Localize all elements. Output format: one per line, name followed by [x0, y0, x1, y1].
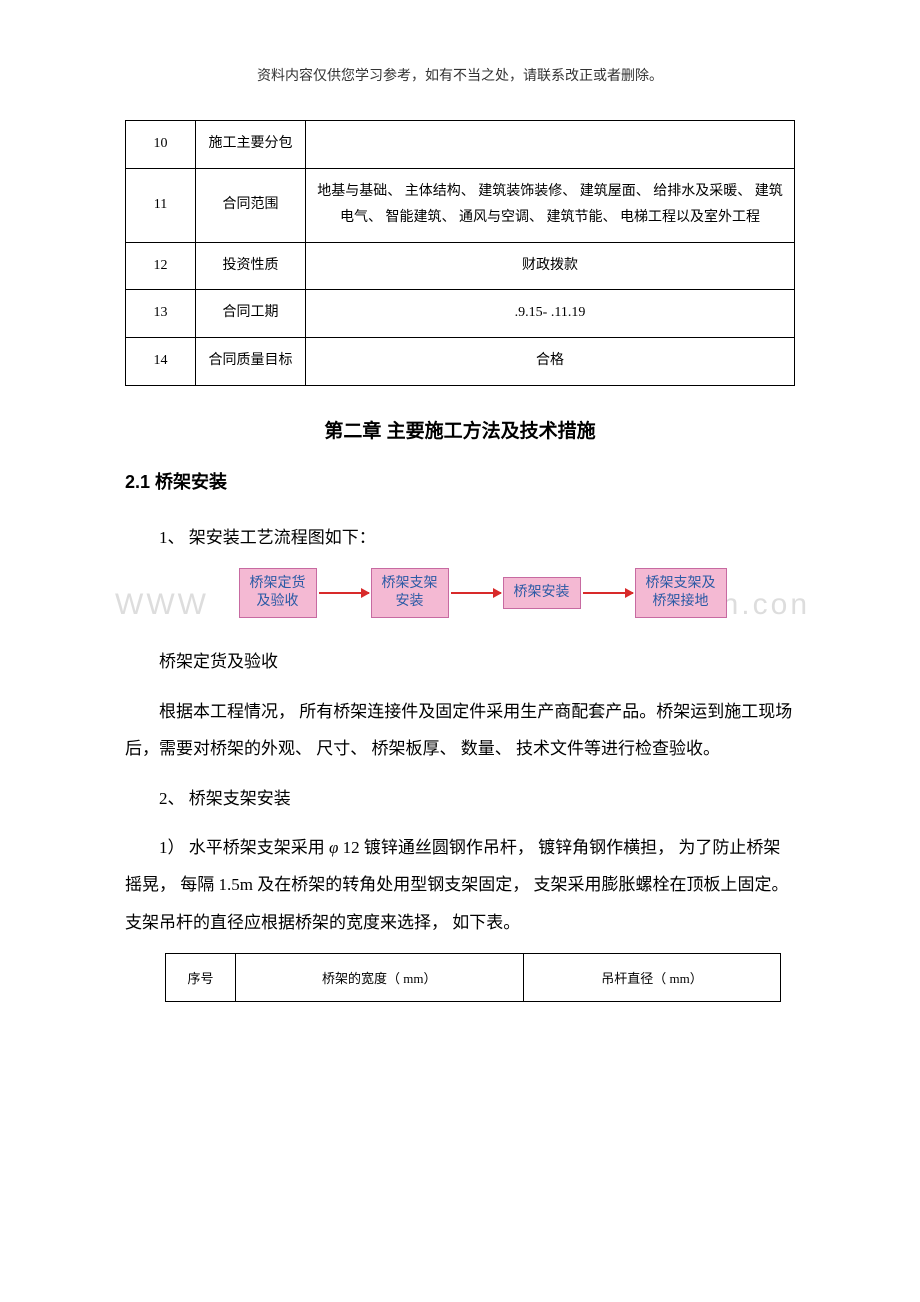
- table-row: 10 施工主要分包: [126, 121, 795, 169]
- cell-label: 合同范围: [196, 168, 306, 242]
- header-note: 资料内容仅供您学习参考，如有不当之处，请联系改正或者删除。: [125, 65, 795, 85]
- cell-number: 14: [126, 337, 196, 385]
- info-table: 10 施工主要分包 11 合同范围 地基与基础、 主体结构、 建筑装饰装修、 建…: [125, 120, 795, 386]
- flow-box-ground: 桥架支架及桥架接地: [635, 568, 727, 618]
- flow-box-order: 桥架定货及验收: [239, 568, 317, 618]
- flow-box-bracket: 桥架支架安装: [371, 568, 449, 618]
- cell-label: 施工主要分包: [196, 121, 306, 169]
- table-row: 12 投资性质 财政拨款: [126, 242, 795, 290]
- text-span: 1） 水平桥架支架采用: [159, 838, 329, 857]
- cell-label: 投资性质: [196, 242, 306, 290]
- cell-number: 12: [126, 242, 196, 290]
- cell-header: 序号: [166, 954, 236, 1002]
- cell-header: 桥架的宽度（ mm）: [236, 954, 524, 1002]
- cell-number: 10: [126, 121, 196, 169]
- cell-header: 吊杆直径（ mm）: [523, 954, 781, 1002]
- size-table: 序号 桥架的宽度（ mm） 吊杆直径（ mm）: [165, 953, 781, 1002]
- flow-box-install: 桥架安装: [503, 577, 581, 609]
- arrow-icon: [319, 592, 369, 594]
- symbol-phi: φ: [329, 838, 338, 857]
- table-row: 13 合同工期 .9.15- .11.19: [126, 290, 795, 338]
- flowchart: 桥架定货及验收 桥架支架安装 桥架安装 桥架支架及桥架接地: [170, 568, 795, 618]
- arrow-icon: [583, 592, 633, 594]
- table-row: 序号 桥架的宽度（ mm） 吊杆直径（ mm）: [166, 954, 781, 1002]
- table-row: 11 合同范围 地基与基础、 主体结构、 建筑装饰装修、 建筑屋面、 给排水及采…: [126, 168, 795, 242]
- table-row: 14 合同质量目标 合格: [126, 337, 795, 385]
- cell-label: 合同质量目标: [196, 337, 306, 385]
- cell-value: 合格: [306, 337, 795, 385]
- paragraph: 桥架定货及验收: [125, 643, 795, 680]
- cell-value: [306, 121, 795, 169]
- cell-value: .9.15- .11.19: [306, 290, 795, 338]
- paragraph: 2、 桥架支架安装: [125, 780, 795, 817]
- cell-label: 合同工期: [196, 290, 306, 338]
- cell-number: 11: [126, 168, 196, 242]
- sub-heading: 2.1 桥架安装: [125, 468, 795, 494]
- paragraph: 1、 架安装工艺流程图如下：: [125, 519, 795, 556]
- cell-value: 地基与基础、 主体结构、 建筑装饰装修、 建筑屋面、 给排水及采暖、 建筑电气、…: [306, 168, 795, 242]
- arrow-icon: [451, 592, 501, 594]
- document-page: 资料内容仅供您学习参考，如有不当之处，请联系改正或者删除。 10 施工主要分包 …: [0, 0, 920, 1042]
- paragraph: 1） 水平桥架支架采用 φ 12 镀锌通丝圆钢作吊杆， 镀锌角钢作横担， 为了防…: [125, 829, 795, 941]
- cell-number: 13: [126, 290, 196, 338]
- flowchart-wrap: 桥架定货及验收 桥架支架安装 桥架安装 桥架支架及桥架接地 WWW n.con: [125, 568, 795, 618]
- paragraph: 根据本工程情况， 所有桥架连接件及固定件采用生产商配套产品。桥架运到施工现场后，…: [125, 693, 795, 768]
- cell-value: 财政拨款: [306, 242, 795, 290]
- section-title: 第二章 主要施工方法及技术措施: [125, 416, 795, 443]
